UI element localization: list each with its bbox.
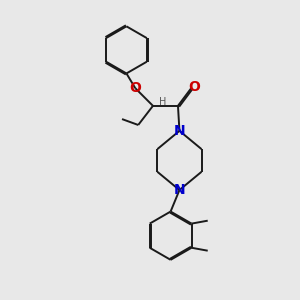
Text: N: N <box>174 183 185 197</box>
Text: N: N <box>174 124 185 138</box>
Text: H: H <box>159 97 167 107</box>
Text: O: O <box>129 81 141 95</box>
Text: O: O <box>188 80 200 94</box>
